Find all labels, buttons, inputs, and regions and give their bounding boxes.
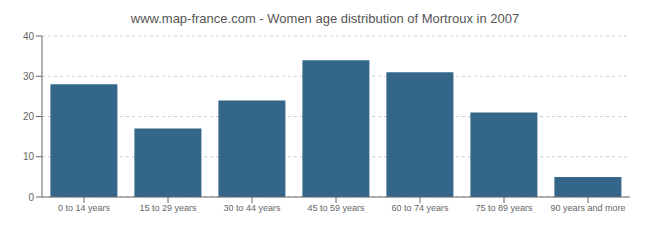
svg-text:40: 40 [23, 31, 35, 42]
svg-text:60 to 74 years: 60 to 74 years [391, 203, 449, 213]
svg-text:45 to 59 years: 45 to 59 years [307, 203, 365, 213]
svg-text:30 to 44 years: 30 to 44 years [223, 203, 281, 213]
html-text:www.map-france.com - Women age: www.map-france.com - Women age distribut… [130, 11, 520, 26]
svg-text:0: 0 [28, 192, 34, 203]
svg-text:20: 20 [23, 111, 35, 122]
svg-text:30: 30 [23, 71, 35, 82]
svg-text:0 to 14 years: 0 to 14 years [58, 203, 111, 213]
svg-text:10: 10 [23, 151, 35, 162]
svg-text:90 years and more: 90 years and more [550, 203, 625, 213]
svg-text:15 to 29 years: 15 to 29 years [139, 203, 197, 213]
svg-text:75 to 89 years: 75 to 89 years [475, 203, 533, 213]
